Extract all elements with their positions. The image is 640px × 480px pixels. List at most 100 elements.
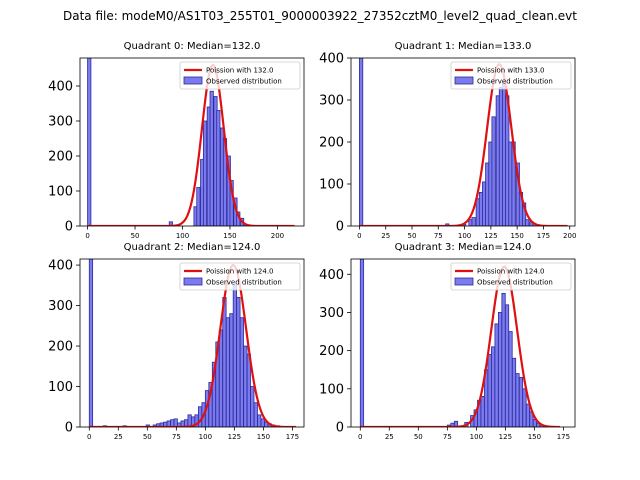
histogram-bar — [260, 418, 265, 427]
x-tick-label: 100 — [199, 433, 212, 441]
x-tick-label: 100 — [176, 232, 189, 240]
x-tick-label: 0 — [85, 232, 89, 240]
histogram-bar — [453, 420, 459, 427]
histogram-bar — [173, 418, 178, 427]
histogram-bar — [246, 353, 251, 427]
legend-box — [450, 61, 572, 90]
x-tick-label: 75 — [172, 433, 181, 441]
y-tick-label: 200 — [48, 340, 73, 355]
axes-frame — [79, 57, 305, 227]
quadrant-1-panel: Quadrant 1: Median=133.0 0 100 200 300 400 0 25… — [319, 41, 576, 240]
x-tick-label: 150 — [528, 433, 541, 441]
panel-title: Quadrant 2: Median=124.0 — [124, 242, 261, 253]
y-tick-label: 100 — [319, 382, 344, 397]
quadrant-0-panel: Quadrant 0: Median=132.0 0 100 200 300 400 0 50… — [48, 41, 305, 240]
histogram-bar — [216, 110, 221, 226]
panel-title: Quadrant 3: Median=124.0 — [395, 242, 532, 253]
legend-bar-swatch — [183, 277, 203, 286]
panel-title: Quadrant 0: Median=132.0 — [124, 41, 261, 52]
plot-area — [359, 58, 568, 226]
histogram-bar — [501, 292, 506, 427]
legend-line-label: Poission with 124.0 — [477, 268, 545, 276]
x-tick-label: 175 — [557, 433, 570, 441]
histogram-bar — [518, 376, 524, 427]
y-tick-label: 400 — [48, 259, 73, 274]
histogram-bar — [480, 396, 485, 427]
y-tick-label: 400 — [319, 268, 344, 283]
legend-line-label: Poission with 124.0 — [206, 268, 274, 276]
y-tick-label: 200 — [319, 344, 344, 359]
histogram-bar — [243, 345, 248, 427]
histogram-bar — [168, 221, 173, 226]
poisson-curve — [89, 263, 296, 427]
quadrant-3-panel: Quadrant 3: Median=124.0 0 100 200 300 400 0 25… — [319, 242, 576, 441]
x-tick-label: 0 — [87, 433, 91, 441]
histogram-bar — [209, 90, 214, 226]
y-tick-label: 400 — [319, 52, 344, 67]
x-tick-label: 100 — [470, 433, 483, 441]
histogram-bar — [257, 414, 262, 427]
y-tick-label: 100 — [319, 178, 344, 193]
histogram-bar — [229, 180, 234, 226]
histogram-bar — [253, 402, 258, 427]
legend: Poission with 132.0 Observed distribution — [179, 61, 301, 90]
x-tick-label: 150 — [510, 232, 523, 240]
zero-bin-bar — [87, 58, 92, 226]
histogram-bar — [504, 304, 510, 427]
histogram-bar — [471, 217, 476, 226]
histogram-bar — [494, 323, 499, 427]
histogram-bar — [225, 317, 231, 427]
panel-title: Quadrant 1: Median=133.0 — [395, 41, 532, 52]
legend-bar-label: Observed distribution — [206, 279, 282, 287]
figure-suptitle: Data file: modeM0/AS1T03_255T01_90000039… — [63, 9, 577, 23]
histogram-bar — [511, 357, 517, 427]
histogram-bar — [229, 313, 234, 427]
x-tick-label: 200 — [271, 232, 284, 240]
x-tick-label: 50 — [408, 232, 417, 240]
legend-box — [450, 262, 572, 291]
legend: Poission with 124.0 Observed distribution — [179, 262, 301, 291]
zero-bin-bar — [88, 259, 94, 427]
legend-bar-swatch — [454, 277, 474, 286]
x-tick-label: 0 — [357, 232, 361, 240]
legend-box — [179, 262, 301, 291]
y-tick-label: 0 — [336, 421, 344, 436]
y-tick-label: 200 — [319, 136, 344, 151]
histogram-bar — [232, 284, 237, 427]
y-tick-label: 400 — [48, 80, 73, 95]
legend: Poission with 133.0 Observed distribution — [450, 61, 572, 90]
legend-bar-swatch — [183, 76, 203, 85]
legend: Poission with 124.0 Observed distribution — [450, 262, 572, 291]
y-tick-label: 300 — [48, 299, 73, 314]
x-tick-label: 150 — [257, 433, 270, 441]
histogram-bar — [239, 317, 244, 427]
x-tick-label: 175 — [537, 232, 550, 240]
x-tick-label: 125 — [499, 433, 512, 441]
histogram-bar — [218, 329, 224, 427]
histogram-bar — [525, 219, 530, 226]
x-tick-label: 125 — [228, 433, 241, 441]
poisson-curve — [359, 63, 568, 226]
x-tick-label: 75 — [443, 433, 452, 441]
poisson-curve — [360, 265, 560, 427]
histogram-bar — [515, 373, 520, 427]
x-tick-label: 0 — [358, 433, 362, 441]
y-tick-label: 200 — [48, 150, 73, 165]
histogram-bar — [522, 388, 527, 427]
y-tick-label: 0 — [65, 220, 73, 235]
legend-box — [179, 61, 301, 90]
axes-frame — [79, 258, 305, 428]
histogram-bar — [202, 120, 208, 226]
x-tick-label: 200 — [563, 232, 576, 240]
histogram-bar — [497, 312, 503, 427]
histogram-bar — [197, 406, 203, 427]
histogram-bar — [508, 331, 513, 427]
x-tick-label: 25 — [385, 433, 394, 441]
zero-bin-bar — [359, 58, 364, 226]
y-tick-label: 100 — [48, 185, 73, 200]
x-tick-label: 175 — [286, 433, 299, 441]
histogram-bar — [487, 354, 492, 427]
y-tick-label: 300 — [48, 115, 73, 130]
histogram-bar — [525, 403, 531, 427]
